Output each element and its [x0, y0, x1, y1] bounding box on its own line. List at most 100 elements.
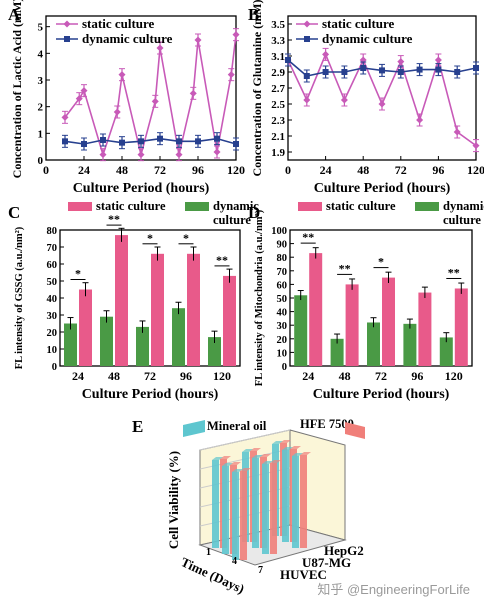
cell-line-label: HUVEC [280, 567, 327, 582]
y-axis-label: FL intensity of GSSG (a.u./nm²) [14, 226, 25, 369]
y-tick-label: 20 [47, 328, 58, 339]
legend-swatch-mineral-oil [183, 420, 205, 437]
x-tick-label: 72 [395, 163, 407, 177]
bar3d [292, 456, 299, 548]
x-tick-label: 96 [192, 163, 204, 177]
bar-static [223, 275, 236, 366]
y-tick-label: 10 [47, 345, 58, 356]
legend-swatch-dynamic [185, 202, 209, 211]
y-tick-label: 90 [277, 240, 288, 251]
data-point [214, 135, 220, 142]
y-tick-label: 70 [47, 243, 58, 254]
cell-line-label: U87-MG [302, 555, 351, 570]
bar3d-top [260, 454, 271, 457]
watermark: 知乎 @EngineeringForLife [317, 582, 470, 597]
z-axis-label: Cell Viability (%) [166, 451, 181, 549]
data-point [303, 73, 310, 79]
legend-label: dynamic culture [82, 31, 173, 46]
y-tick-label: 3.3 [271, 35, 285, 47]
y-tick-label: 4 [38, 48, 44, 60]
data-point [233, 141, 239, 147]
cell-line-label: HepG2 [324, 543, 364, 558]
data-point [285, 57, 291, 63]
bar-dynamic [172, 308, 185, 366]
y-axis-label: Concentration of Lactic Acid (mM) [10, 0, 24, 178]
panel-letter: D [248, 203, 260, 222]
data-point [303, 96, 311, 104]
bar3d-top [282, 447, 293, 450]
x-tick-label: 48 [116, 163, 128, 177]
data-point [397, 58, 405, 66]
data-point [322, 50, 330, 58]
y-tick-label: 2.1 [271, 131, 285, 143]
bar-dynamic [208, 337, 221, 366]
data-point [397, 69, 404, 75]
bar3d-top [232, 469, 243, 472]
bar3d-top [240, 468, 251, 471]
bar3d [232, 472, 239, 560]
data-point [435, 66, 442, 73]
panel-letter: C [8, 203, 20, 222]
panel-d: D 0 10 20 30 40 50 60 70 80 90 100 ** 24 ** 48 * 72 96 ** 12… [248, 199, 484, 402]
bar3d [252, 458, 259, 548]
x-tick-label: 24 [320, 163, 332, 177]
data-point [232, 31, 240, 39]
x-tick-label: 96 [411, 369, 423, 383]
legend-swatch-static [298, 202, 322, 211]
significance-mark: ** [448, 265, 460, 279]
x-tick-label: 120 [445, 369, 463, 383]
legend-label: HFE 7500 [300, 417, 354, 431]
bar-dynamic [294, 295, 308, 366]
bar3d [212, 460, 219, 548]
bar3d [282, 450, 289, 542]
data-point [322, 69, 329, 75]
data-point [118, 71, 126, 79]
x-axis-label: Culture Period (hours) [314, 181, 451, 196]
y-tick-label: 1 [38, 128, 44, 140]
significance-mark: * [378, 255, 384, 269]
bar-dynamic [439, 337, 453, 366]
x-tick-label: 48 [108, 369, 120, 383]
panel-letter: A [8, 5, 21, 24]
legend-label: static culture [322, 16, 395, 31]
bar3d [300, 455, 307, 548]
bar3d-top [292, 453, 303, 456]
bar3d-top [262, 461, 273, 464]
x-tick-label: 0 [285, 163, 291, 177]
legend-label: static culture [82, 16, 155, 31]
x-tick-label: 24 [302, 369, 314, 383]
y-tick-label: 40 [47, 294, 58, 305]
data-point [227, 71, 235, 79]
y-tick-label: 10 [277, 348, 288, 359]
significance-mark: * [75, 267, 81, 281]
y-axis-label: FL intensity of Mitochondria (a.u./nm²) [254, 209, 265, 386]
bar-static [79, 289, 92, 366]
x-tick-label: 72 [154, 163, 166, 177]
bar3d [262, 464, 269, 554]
y-tick-label: 80 [47, 226, 58, 237]
series-line-static [64, 34, 237, 158]
data-point [378, 100, 386, 108]
bar3d-top [272, 441, 283, 444]
legend-marker [63, 20, 71, 28]
data-point [62, 138, 68, 145]
x-tick-label: 96 [180, 369, 192, 383]
legend-label: Mineral oil [207, 419, 267, 433]
significance-mark: ** [302, 230, 314, 244]
bar-dynamic [330, 338, 344, 366]
x-tick-label: 96 [432, 163, 444, 177]
bar-dynamic [100, 316, 113, 366]
data-point [434, 56, 442, 64]
y-tick-label: 20 [277, 335, 288, 346]
y-tick-label: 60 [47, 260, 58, 271]
legend-marker [304, 36, 310, 42]
y-tick-label: 2.7 [271, 83, 285, 95]
bar-static [115, 235, 128, 366]
panel-a: A 0 24 48 72 96 120 0 1 2 3 4 5 Culture Period (hours… [8, 0, 245, 196]
x-tick-label: 120 [467, 163, 484, 177]
x-tick-label: 0 [43, 163, 49, 177]
y-tick-label: 5 [38, 22, 44, 34]
y-tick-label: 30 [277, 321, 288, 332]
bar-static [382, 277, 395, 366]
bar3d-top [230, 462, 241, 465]
